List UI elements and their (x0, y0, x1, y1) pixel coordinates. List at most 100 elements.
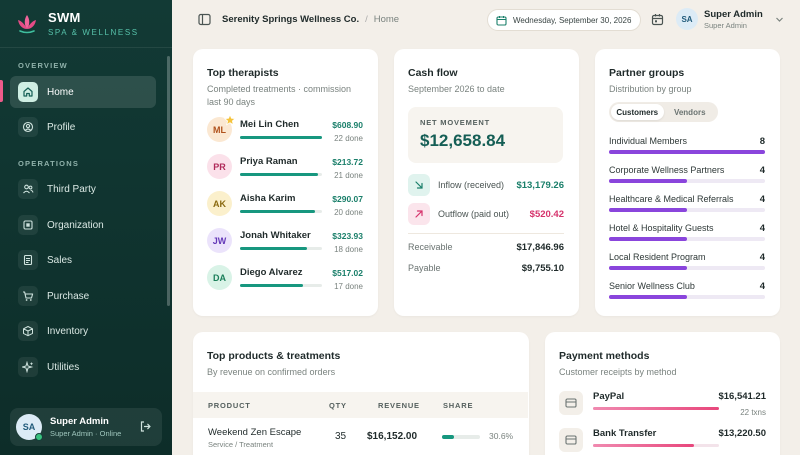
sidebar-scrollbar[interactable] (167, 56, 170, 306)
column-header-product[interactable]: PRODUCT (208, 401, 251, 410)
card-subtitle: Distribution by group (609, 84, 692, 94)
breadcrumb-company[interactable]: Serenity Springs Wellness Co. (222, 14, 360, 25)
star-badge-icon (223, 113, 237, 131)
product-category: Service / Treatment (208, 440, 274, 449)
group-bar (609, 208, 765, 212)
inflow-value: $13,179.26 (516, 179, 564, 191)
sidebar: SWM SPA & WELLNESS OVERVIEW Home Profile… (0, 0, 172, 455)
sidebar-item-label: Sales (47, 254, 73, 266)
logout-icon[interactable] (139, 420, 152, 438)
payment-share-bar (593, 407, 719, 410)
product-name: Weekend Zen Escape (208, 427, 302, 438)
therapist-row[interactable]: JW Jonah Whitaker $323.93 18 done (207, 228, 363, 258)
sidebar-item-label: Profile (47, 121, 76, 133)
user-menu[interactable]: SA Super Admin Super Admin (676, 8, 784, 30)
payment-method-row[interactable]: Bank Transfer $13,220.50 (559, 426, 766, 455)
group-count: 8 (759, 136, 765, 147)
progress-bar (240, 136, 322, 139)
therapist-row[interactable]: PR Priya Raman $213.72 21 done (207, 154, 363, 184)
user-status: Super Admin · Online (50, 429, 122, 438)
online-status-dot (35, 433, 43, 441)
group-type-toggle: Customers Vendors (609, 102, 718, 122)
card-subtitle: Completed treatments · commission last 9… (207, 84, 352, 107)
avatar: SA (16, 414, 43, 441)
payment-methods-card: Payment methods Customer receipts by met… (545, 332, 780, 455)
payment-method-amount: $13,220.50 (718, 428, 766, 439)
partner-group-row[interactable]: Senior Wellness Club 4 (609, 281, 765, 305)
brand-name: SWM (48, 10, 81, 25)
sidebar-item-sales[interactable]: Sales (10, 244, 156, 276)
box-icon (18, 321, 38, 341)
breadcrumb-separator: / (365, 14, 368, 25)
tab-vendors[interactable]: Vendors (673, 107, 706, 117)
payment-method-name: PayPal (593, 391, 625, 402)
table-row[interactable]: Weekend Zen Escape Service / Treatment 3… (193, 418, 528, 455)
payment-method-row[interactable]: PayPal $16,541.21 22 txns (559, 389, 766, 425)
card-subtitle: September 2026 to date (408, 84, 505, 94)
top-products-card: Top products & treatments By revenue on … (193, 332, 529, 455)
share-bar (442, 435, 480, 439)
sidebar-item-purchase[interactable]: Purchase (10, 280, 156, 312)
sidebar-item-third-party[interactable]: Third Party (10, 173, 156, 205)
sidebar-item-home[interactable]: Home (10, 76, 156, 108)
calendar-button-icon[interactable] (651, 13, 664, 31)
therapist-commission: $517.02 (332, 268, 363, 278)
avatar-initials: JW (212, 235, 227, 246)
date-text: Wednesday, September 30, 2026 (513, 15, 632, 25)
group-name: Individual Members (609, 136, 688, 146)
card-icon (559, 428, 583, 452)
payable-label: Payable (408, 263, 441, 273)
sidebar-toggle-icon[interactable] (198, 13, 211, 31)
sidebar-item-organization[interactable]: Organization (10, 209, 156, 241)
avatar: AK (207, 191, 232, 216)
avatar: PR (207, 154, 232, 179)
lotus-logo-icon (18, 14, 36, 33)
brand[interactable]: SWM SPA & WELLNESS (14, 10, 139, 37)
sidebar-item-label: Purchase (47, 290, 90, 302)
tab-customers[interactable]: Customers (611, 104, 664, 120)
column-header-share[interactable]: SHARE (443, 401, 474, 410)
sidebar-item-utilities[interactable]: Utilities (10, 351, 156, 383)
payable-value: $9,755.10 (521, 263, 564, 274)
therapist-row[interactable]: DA Diego Alvarez $517.02 17 done (207, 265, 363, 295)
card-title: Partner groups (609, 67, 685, 79)
divider (408, 233, 564, 234)
group-name: Senior Wellness Club (609, 281, 695, 291)
payment-share-bar (593, 444, 719, 447)
breadcrumb: Serenity Springs Wellness Co. / Home (222, 14, 399, 25)
group-count: 4 (759, 252, 765, 263)
column-header-revenue[interactable]: REVENUE (378, 401, 420, 410)
group-bar (609, 237, 765, 241)
avatar-initials: PR (213, 161, 226, 172)
inflow-label: Inflow (received) (438, 180, 505, 190)
section-operations-label: OPERATIONS (18, 159, 80, 168)
sidebar-item-inventory[interactable]: Inventory (10, 315, 156, 347)
receivable-label: Receivable (408, 242, 453, 252)
partner-group-row[interactable]: Local Resident Program 4 (609, 252, 765, 276)
partner-group-row[interactable]: Hotel & Hospitality Guests 4 (609, 223, 765, 247)
sidebar-item-label: Third Party (47, 183, 96, 195)
sidebar-user-card[interactable]: SA Super Admin Super Admin · Online (10, 408, 162, 446)
partner-group-row[interactable]: Healthcare & Medical Referrals 4 (609, 194, 765, 218)
net-movement-label: NET MOVEMENT (420, 118, 491, 127)
date-display[interactable]: Wednesday, September 30, 2026 (487, 9, 641, 31)
avatar-initials: DA (213, 272, 226, 283)
arrow-up-right-icon (408, 203, 430, 225)
sidebar-item-label: Inventory (47, 325, 89, 337)
therapist-row[interactable]: ML Mei Lin Chen $608.90 22 done (207, 113, 363, 147)
avatar-initials: SA (22, 422, 36, 432)
avatar-initials: ML (213, 124, 226, 135)
partner-group-row[interactable]: Corporate Wellness Partners 4 (609, 165, 765, 189)
partner-group-row[interactable]: Individual Members 8 (609, 136, 765, 160)
column-header-qty[interactable]: QTY (329, 401, 347, 410)
users-icon (18, 179, 38, 199)
sidebar-item-profile[interactable]: Profile (10, 111, 156, 143)
arrow-down-right-icon (408, 174, 430, 196)
payment-method-name: Bank Transfer (593, 428, 657, 439)
therapist-row[interactable]: AK Aisha Karim $290.07 20 done (207, 191, 363, 221)
product-qty: 35 (335, 431, 347, 442)
group-count: 4 (759, 223, 765, 234)
therapist-done-count: 21 done (334, 171, 363, 180)
partner-groups-card: Partner groups Distribution by group Cus… (595, 49, 780, 316)
card-title: Cash flow (408, 67, 458, 79)
